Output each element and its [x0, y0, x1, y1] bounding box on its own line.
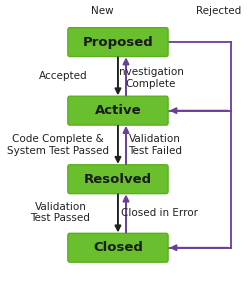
Text: Code Complete &
System Test Passed: Code Complete & System Test Passed: [7, 134, 109, 156]
Text: Closed in Error: Closed in Error: [121, 208, 198, 218]
Text: Closed: Closed: [93, 241, 143, 254]
FancyBboxPatch shape: [68, 28, 168, 57]
FancyBboxPatch shape: [68, 233, 168, 262]
Text: New: New: [90, 6, 113, 16]
Text: Accepted: Accepted: [38, 71, 87, 82]
Text: Validation
Test Failed: Validation Test Failed: [128, 134, 182, 156]
Text: Investigation
Complete: Investigation Complete: [116, 67, 184, 89]
FancyBboxPatch shape: [68, 96, 168, 125]
FancyBboxPatch shape: [68, 165, 168, 194]
Text: Validation
Test Passed: Validation Test Passed: [30, 202, 90, 223]
Text: Active: Active: [95, 104, 141, 117]
Text: Rejected: Rejected: [196, 6, 241, 16]
Text: Proposed: Proposed: [82, 36, 153, 49]
Text: Resolved: Resolved: [84, 173, 152, 186]
